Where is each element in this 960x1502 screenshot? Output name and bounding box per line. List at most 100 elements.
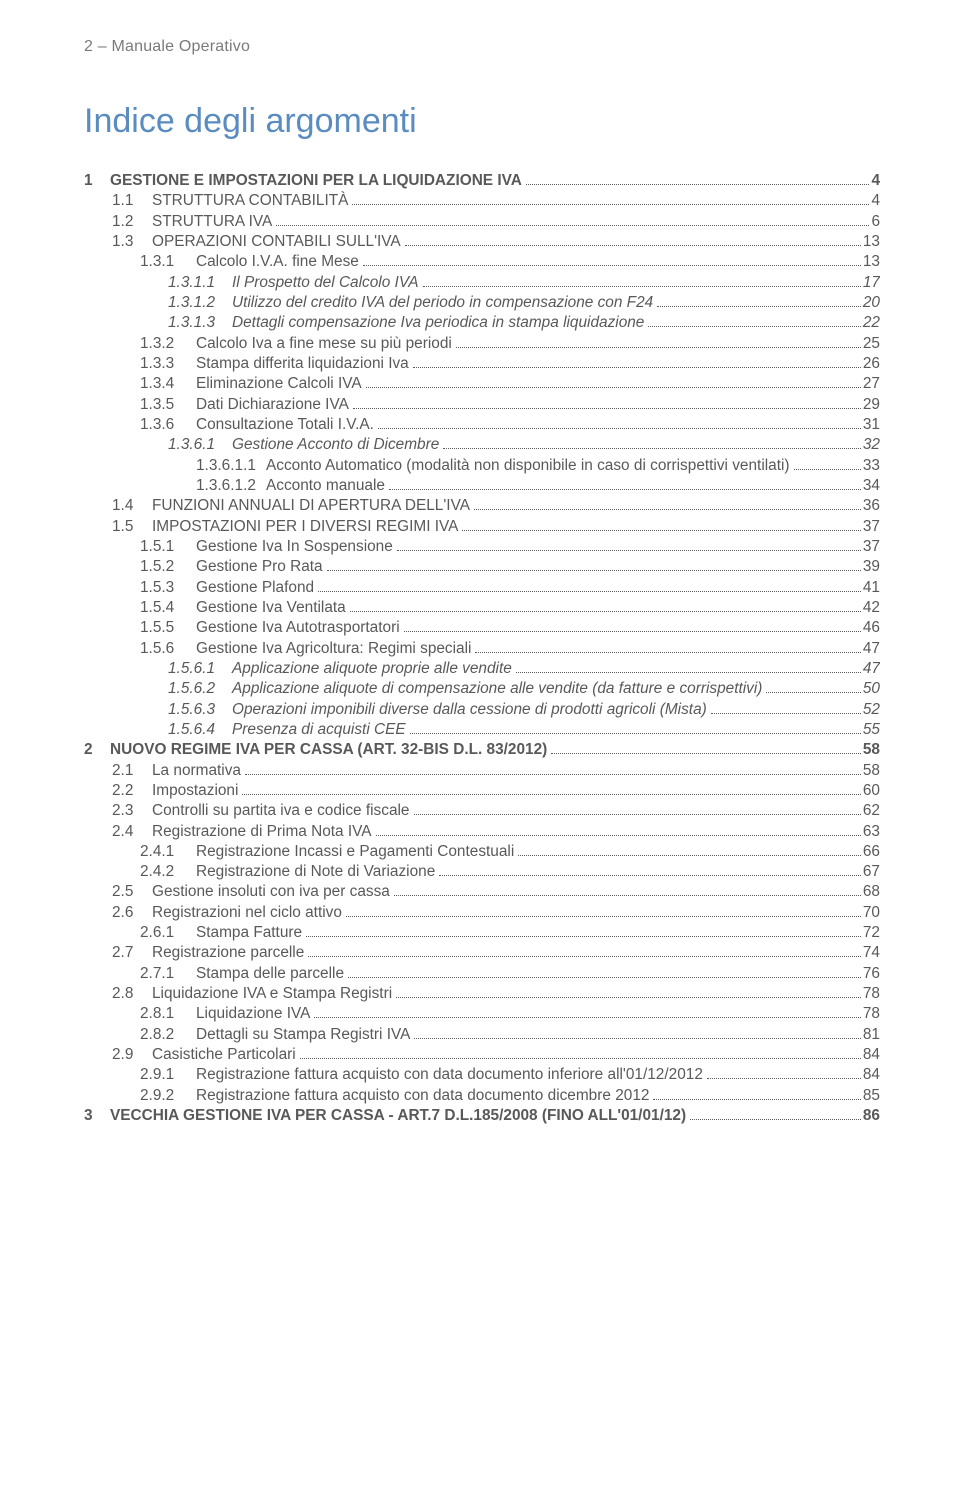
toc-entry-text: Gestione Iva Agricoltura: Regimi special…: [196, 640, 473, 657]
toc-entry-lead: 1.3.6.1.1Acconto Automatico (modalità no…: [196, 456, 792, 476]
toc-leader-dots: [366, 387, 861, 388]
toc-entry-lead: 1.3.1Calcolo I.V.A. fine Mese: [140, 252, 361, 272]
toc-entry-text: Stampa differita liquidazioni Iva: [196, 355, 411, 372]
toc-entry-page: 42: [863, 598, 880, 618]
toc-leader-dots: [300, 1058, 861, 1059]
toc-entry-page: 84: [863, 1045, 880, 1065]
toc-entry: 1.5.6Gestione Iva Agricoltura: Regimi sp…: [140, 639, 880, 659]
toc-entry-page: 31: [863, 415, 880, 435]
toc-entry-lead: 2.8Liquidazione IVA e Stampa Registri: [112, 984, 394, 1004]
toc-entry-number: 2.1: [112, 761, 152, 781]
toc-leader-dots: [711, 713, 861, 714]
toc-entry: 2.8.1Liquidazione IVA 78: [140, 1004, 880, 1024]
toc-leader-dots: [318, 591, 861, 592]
toc-entry-page: 63: [863, 822, 880, 842]
toc-entry-number: 1.5.3: [140, 578, 196, 598]
toc-title: Indice degli argomenti: [84, 102, 880, 141]
toc-entry-lead: 2.4.2Registrazione di Note di Variazione: [140, 862, 437, 882]
toc-entry-text: IMPOSTAZIONI PER I DIVERSI REGIMI IVA: [152, 518, 460, 535]
toc-entry-page: 60: [863, 781, 880, 801]
toc-entry: 1GESTIONE E IMPOSTAZIONI PER LA LIQUIDAZ…: [84, 171, 880, 191]
toc-entry-page: 27: [863, 374, 880, 394]
toc-entry-page: 46: [863, 618, 880, 638]
toc-entry-number: 3: [84, 1106, 110, 1126]
toc-entry-page: 76: [863, 964, 880, 984]
toc-entry-lead: 1.5.1Gestione Iva In Sospensione: [140, 537, 395, 557]
toc-entry-lead: 2.9Casistiche Particolari: [112, 1045, 298, 1065]
toc-entry-lead: 2.8.1Liquidazione IVA: [140, 1004, 312, 1024]
toc-entry: 2.7.1Stampa delle parcelle 76: [140, 964, 880, 984]
toc-entry: 2.4.1Registrazione Incassi e Pagamenti C…: [140, 842, 880, 862]
toc-entry-lead: 1.5.6Gestione Iva Agricoltura: Regimi sp…: [140, 639, 473, 659]
toc-entry-text: STRUTTURA CONTABILITÀ: [152, 192, 350, 209]
toc-entry-lead: 2.9.2Registrazione fattura acquisto con …: [140, 1086, 651, 1106]
toc-entry-text: Dati Dichiarazione IVA: [196, 396, 351, 413]
toc-leader-dots: [396, 997, 861, 998]
toc-entry-text: STRUTTURA IVA: [152, 213, 274, 230]
toc-entry-text: Stampa delle parcelle: [196, 965, 346, 982]
toc-entry-lead: 1.3.3Stampa differita liquidazioni Iva: [140, 354, 411, 374]
toc-entry-number: 1.3: [112, 232, 152, 252]
toc-entry: 2.2Impostazioni 60: [112, 781, 880, 801]
toc-leader-dots: [314, 1017, 861, 1018]
toc-leader-dots: [404, 631, 861, 632]
page-header: 2 – Manuale Operativo: [84, 38, 880, 56]
toc-entry: 1.3.1.2Utilizzo del credito IVA del peri…: [168, 293, 880, 313]
toc-entry-lead: 1.3.6Consultazione Totali I.V.A.: [140, 415, 376, 435]
toc-entry: 2.8.2Dettagli su Stampa Registri IVA 81: [140, 1025, 880, 1045]
toc-entry-page: 26: [863, 354, 880, 374]
toc-entry-text: Gestione Plafond: [196, 579, 316, 596]
toc-entry-number: 2.4.2: [140, 862, 196, 882]
toc-entry-number: 1.3.1.3: [168, 313, 232, 333]
toc-entry: 1.5.6.1Applicazione aliquote proprie all…: [168, 659, 880, 679]
toc-entry-text: Liquidazione IVA: [196, 1005, 312, 1022]
toc-entry: 1.3.6.1Gestione Acconto di Dicembre 32: [168, 435, 880, 455]
toc-entry-page: 22: [863, 313, 880, 333]
toc-entry-lead: 1.5IMPOSTAZIONI PER I DIVERSI REGIMI IVA: [112, 517, 460, 537]
toc-leader-dots: [456, 347, 861, 348]
toc-entry-number: 2: [84, 740, 110, 760]
toc-entry-number: 2.9: [112, 1045, 152, 1065]
toc-entry: 1.3OPERAZIONI CONTABILI SULL'IVA 13: [112, 232, 880, 252]
toc-entry: 1.5.5Gestione Iva Autotrasportatori 46: [140, 618, 880, 638]
toc-entry-text: Applicazione aliquote proprie alle vendi…: [232, 660, 514, 677]
toc-entry-number: 1.4: [112, 496, 152, 516]
toc-entry-page: 33: [863, 456, 880, 476]
toc-leader-dots: [397, 550, 861, 551]
toc-entry-number: 1.3.1: [140, 252, 196, 272]
toc-leader-dots: [414, 814, 861, 815]
toc-leader-dots: [405, 245, 861, 246]
toc-leader-dots: [353, 408, 861, 409]
toc-entry-lead: 1.3.1.3Dettagli compensazione Iva period…: [168, 313, 646, 333]
toc-entry-text: Applicazione aliquote di compensazione a…: [232, 680, 764, 697]
toc-entry-number: 2.5: [112, 882, 152, 902]
toc-entry-lead: 1.5.6.1Applicazione aliquote proprie all…: [168, 659, 514, 679]
toc-entry-text: Calcolo I.V.A. fine Mese: [196, 253, 361, 270]
toc-entry-page: 78: [863, 984, 880, 1004]
toc-entry-page: 4: [871, 191, 880, 211]
toc-leader-dots: [363, 265, 861, 266]
toc-entry-lead: 2.2Impostazioni: [112, 781, 240, 801]
toc-entry-lead: 1.5.2Gestione Pro Rata: [140, 557, 325, 577]
toc-entry-text: Dettagli compensazione Iva periodica in …: [232, 314, 646, 331]
toc-entry-page: 20: [863, 293, 880, 313]
toc-entry-page: 85: [863, 1086, 880, 1106]
toc-entry-text: GESTIONE E IMPOSTAZIONI PER LA LIQUIDAZI…: [110, 172, 524, 189]
toc-entry-text: Registrazione parcelle: [152, 944, 306, 961]
toc-entry-page: 29: [863, 395, 880, 415]
toc-entry-number: 1.3.1.2: [168, 293, 232, 313]
toc-entry-page: 13: [863, 232, 880, 252]
toc-entry-page: 13: [863, 252, 880, 272]
toc-leader-dots: [707, 1078, 861, 1079]
toc-entry-text: Gestione Pro Rata: [196, 558, 325, 575]
toc-entry-page: 68: [863, 882, 880, 902]
toc-entry-lead: 1.3.6.1Gestione Acconto di Dicembre: [168, 435, 441, 455]
toc-entry: 2.4Registrazione di Prima Nota IVA 63: [112, 822, 880, 842]
toc-entry-text: Calcolo Iva a fine mese su più periodi: [196, 335, 454, 352]
toc-entry-number: 1.3.2: [140, 334, 196, 354]
toc-entry-lead: 1.3.2Calcolo Iva a fine mese su più peri…: [140, 334, 454, 354]
toc-entry-lead: 2.8.2Dettagli su Stampa Registri IVA: [140, 1025, 412, 1045]
toc-leader-dots: [352, 204, 869, 205]
toc-entry-number: 2.8.1: [140, 1004, 196, 1024]
toc-entry-lead: 2.1La normativa: [112, 761, 243, 781]
